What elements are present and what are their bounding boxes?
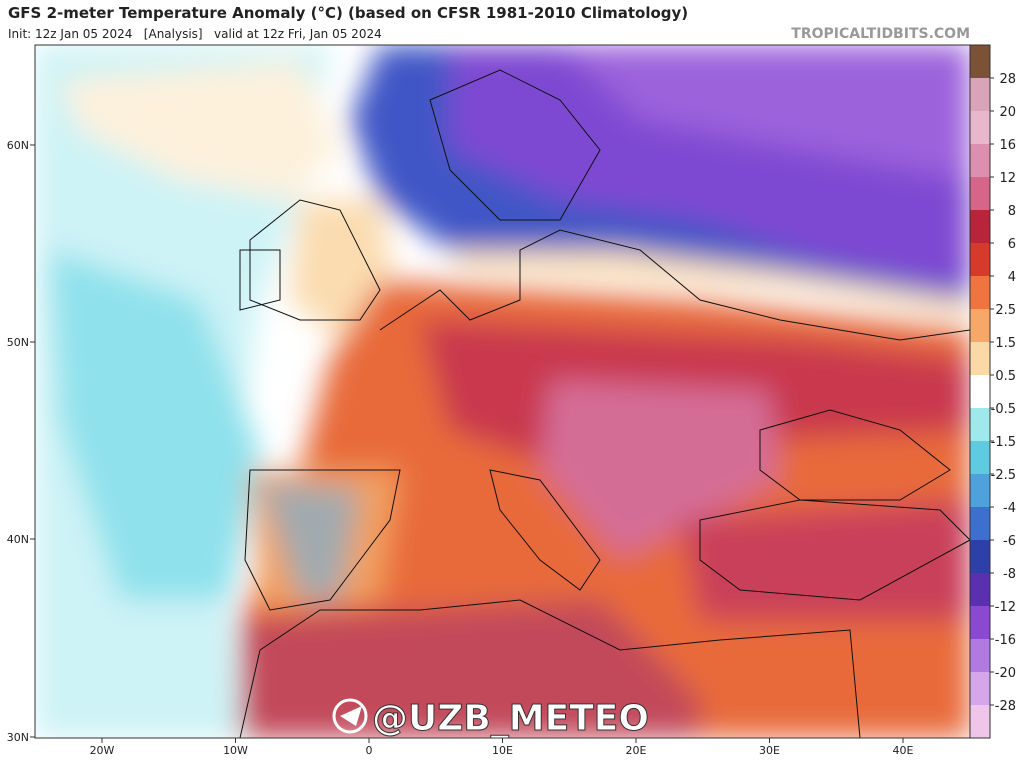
colorbar-swatch	[970, 474, 990, 508]
lon-label: 10W	[223, 744, 248, 757]
colorbar-label: 2.5	[995, 303, 1016, 318]
colorbar-label: -4	[1003, 501, 1016, 516]
colorbar-label: 28	[999, 72, 1016, 87]
colorbar-swatch	[970, 111, 990, 145]
colorbar-label: 4	[1008, 270, 1016, 285]
lon-label: 10E	[492, 744, 513, 757]
colorbar-swatch	[970, 276, 990, 310]
map: @UZB_METEO	[35, 45, 970, 739]
colorbar-label: -8	[1003, 567, 1016, 582]
watermark: @UZB_METEO	[332, 698, 649, 739]
watermark-text: @UZB_METEO	[372, 698, 649, 739]
colorbar-label: 1.5	[995, 336, 1016, 351]
colorbar: 28 20 16 12 8 6 4 2.5 1.5 0.5 -0.5 -1.5 -2.5 -4 -6 -8 -1…	[969, 44, 1016, 739]
colorbar-swatch	[970, 705, 990, 739]
colorbar-swatch	[970, 408, 990, 442]
subtitle: Init: 12z Jan 05 2024 [Analysis] valid a…	[8, 27, 382, 41]
colorbar-label: 0.5	[995, 369, 1016, 384]
latitude-labels: 60N 50N 40N 30N	[7, 139, 35, 744]
coastlines	[239, 69, 970, 738]
lon-label: 30E	[759, 744, 780, 757]
colorbar-label: -1.5	[991, 435, 1016, 450]
colorbar-label: -6	[1003, 534, 1016, 549]
lat-label: 60N	[7, 139, 29, 152]
colorbar-swatch	[970, 45, 990, 79]
colorbar-label: -0.5	[991, 402, 1016, 417]
colorbar-label: 8	[1008, 204, 1016, 219]
colorbar-swatch	[970, 672, 990, 706]
colorbar-swatch	[970, 606, 990, 640]
lat-label: 40N	[7, 533, 29, 546]
lon-label: 0	[366, 744, 373, 757]
colorbar-frame	[969, 44, 991, 739]
lon-label: 20E	[626, 744, 647, 757]
colorbar-swatch	[970, 243, 990, 277]
colorbar-label: -20	[995, 666, 1016, 681]
colorbar-label: 6	[1008, 237, 1016, 252]
source: TROPICALTIDBITS.COM	[791, 26, 970, 42]
colorbar-swatch	[970, 375, 990, 409]
colorbar-label: -12	[995, 600, 1016, 615]
colorbar-swatch	[970, 309, 990, 343]
lat-label: 30N	[7, 731, 29, 744]
colorbar-swatch	[970, 342, 990, 376]
longitude-labels: 20W 10W 0 10E 20E 30E 40E	[90, 738, 914, 757]
colorbar-swatch	[970, 507, 990, 541]
colorbar-label: -28	[995, 699, 1016, 714]
title: GFS 2-meter Temperature Anomaly (°C) (ba…	[8, 4, 688, 22]
colorbar-label: -16	[995, 633, 1016, 648]
lon-label: 40E	[893, 744, 914, 757]
colorbar-swatch	[970, 573, 990, 607]
colorbar-label: -2.5	[991, 468, 1016, 483]
colorbar-swatch	[970, 441, 990, 475]
colorbar-label: 16	[999, 138, 1016, 153]
colorbar-swatch	[970, 78, 990, 112]
lon-label: 20W	[90, 744, 115, 757]
colorbar-label: 20	[999, 105, 1016, 120]
colorbar-swatch	[970, 177, 990, 211]
colorbar-swatch	[970, 639, 990, 673]
colorbar-label: 12	[999, 171, 1016, 186]
colorbar-swatch	[970, 540, 990, 574]
colorbar-swatch	[970, 210, 990, 244]
colorbar-swatch	[970, 144, 990, 178]
lat-label: 50N	[7, 336, 29, 349]
